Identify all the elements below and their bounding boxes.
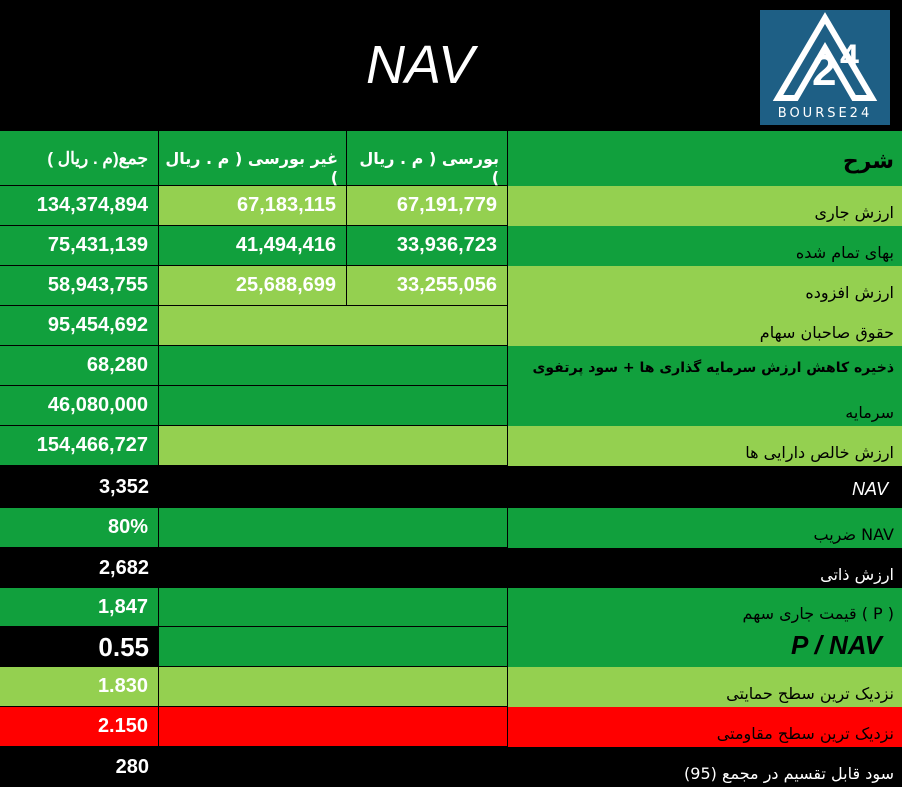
row-total: 3,352	[0, 466, 159, 508]
row-label: NAV ضریب	[508, 508, 902, 548]
table-row: 68,280 ذخیره کاهش ارزش سرمایه گذاری ها +…	[0, 346, 902, 386]
row-empty-cell	[159, 707, 508, 747]
row-total: 2,682	[0, 548, 159, 588]
header-total: ( م . ریال)جمع	[0, 131, 159, 186]
svg-text:4: 4	[840, 38, 859, 76]
bourse24-logo-icon: 2 4 BOURSE24	[760, 10, 890, 125]
table-row: 95,454,692 حقوق صاحبان سهام	[0, 306, 902, 346]
table-row: 2.150 نزدیک ترین سطح مقاومتی	[0, 707, 902, 747]
row-label: نزدیک ترین سطح مقاومتی	[508, 707, 902, 747]
row-non-bourse: 25,688,699	[159, 266, 347, 306]
row-total: 58,943,755	[0, 266, 159, 306]
row-total: 80%	[0, 508, 159, 548]
row-total: 1,847	[0, 588, 159, 627]
row-empty-cell	[159, 346, 508, 386]
table-row-intrinsic: 2,682 ارزش ذاتی	[0, 548, 902, 588]
row-non-bourse: 41,494,416	[159, 226, 347, 266]
row-label: ارزش افزوده	[508, 266, 902, 306]
row-empty-cell	[159, 386, 508, 426]
row-empty-cell	[159, 588, 508, 627]
row-total: 46,080,000	[0, 386, 159, 426]
row-total: 0.55	[0, 627, 159, 667]
row-label: نزدیک ترین سطح حمایتی	[508, 667, 902, 707]
row-empty-cell	[159, 426, 508, 466]
table-row: 46,080,000 سرمایه	[0, 386, 902, 426]
logo-text: BOURSE24	[777, 106, 873, 121]
row-label: ارزش جاری	[508, 186, 902, 226]
row-bourse: 67,191,779	[347, 186, 508, 226]
row-label: ارزش خالص دارایی ها	[508, 426, 902, 466]
row-bourse: 33,936,723	[347, 226, 508, 266]
table-row: 58,943,755 25,688,699 33,255,056 ارزش اف…	[0, 266, 902, 306]
row-label: سرمایه	[508, 386, 902, 426]
row-total: 75,431,139	[0, 226, 159, 266]
header-non-bourse: غیر بورسی ( م . ریال )	[159, 131, 347, 187]
row-label: ( P ) قیمت جاری سهم	[508, 588, 902, 627]
row-total: 68,280	[0, 346, 159, 386]
table-row-p-nav: 0.55 P / NAV	[0, 627, 902, 667]
header-bar: NAV 2 4 BOURSE24	[0, 0, 902, 131]
row-label: حقوق صاحبان سهام	[508, 306, 902, 346]
row-empty-cell	[159, 306, 508, 346]
row-empty-cell	[159, 508, 508, 548]
table-row: 80% NAV ضریب	[0, 508, 902, 548]
table-row: 1.830 نزدیک ترین سطح حمایتی	[0, 667, 902, 707]
header-desc: شرح	[508, 131, 902, 186]
row-label: NAV	[508, 466, 902, 508]
row-total: 134,374,894	[0, 186, 159, 226]
row-empty-cell	[159, 667, 508, 707]
row-non-bourse: 67,183,115	[159, 186, 347, 226]
page-title: NAV	[365, 35, 475, 95]
row-total: 95,454,692	[0, 306, 159, 346]
table-row-nav: 3,352 NAV	[0, 466, 902, 508]
row-label: بهای تمام شده	[508, 226, 902, 266]
row-total: 280	[0, 747, 159, 787]
row-label: P / NAV	[508, 627, 902, 667]
table-row-dividend: 280 سود قابل تقسیم در مجمع (95)	[0, 747, 902, 787]
header-bourse: بورسی ( م . ریال )	[347, 131, 508, 187]
row-bourse: 33,255,056	[347, 266, 508, 306]
table-row: 75,431,139 41,494,416 33,936,723 بهای تم…	[0, 226, 902, 266]
table-row: 154,466,727 ارزش خالص دارایی ها	[0, 426, 902, 466]
row-total: 1.830	[0, 667, 159, 707]
row-label: ارزش ذاتی	[508, 548, 902, 588]
svg-text:2: 2	[812, 46, 836, 95]
table-header-row: ( م . ریال)جمع غیر بورسی ( م . ریال ) بو…	[0, 131, 902, 187]
row-total: 154,466,727	[0, 426, 159, 466]
row-total: 2.150	[0, 707, 159, 747]
row-label: ذخیره کاهش ارزش سرمایه گذاری ها + سود پر…	[508, 346, 902, 386]
table-row: 1,847 ( P ) قیمت جاری سهم	[0, 588, 902, 627]
table-row: 134,374,894 67,183,115 67,191,779 ارزش ج…	[0, 186, 902, 226]
row-empty-cell	[159, 627, 508, 667]
row-label: سود قابل تقسیم در مجمع (95)	[508, 747, 902, 787]
